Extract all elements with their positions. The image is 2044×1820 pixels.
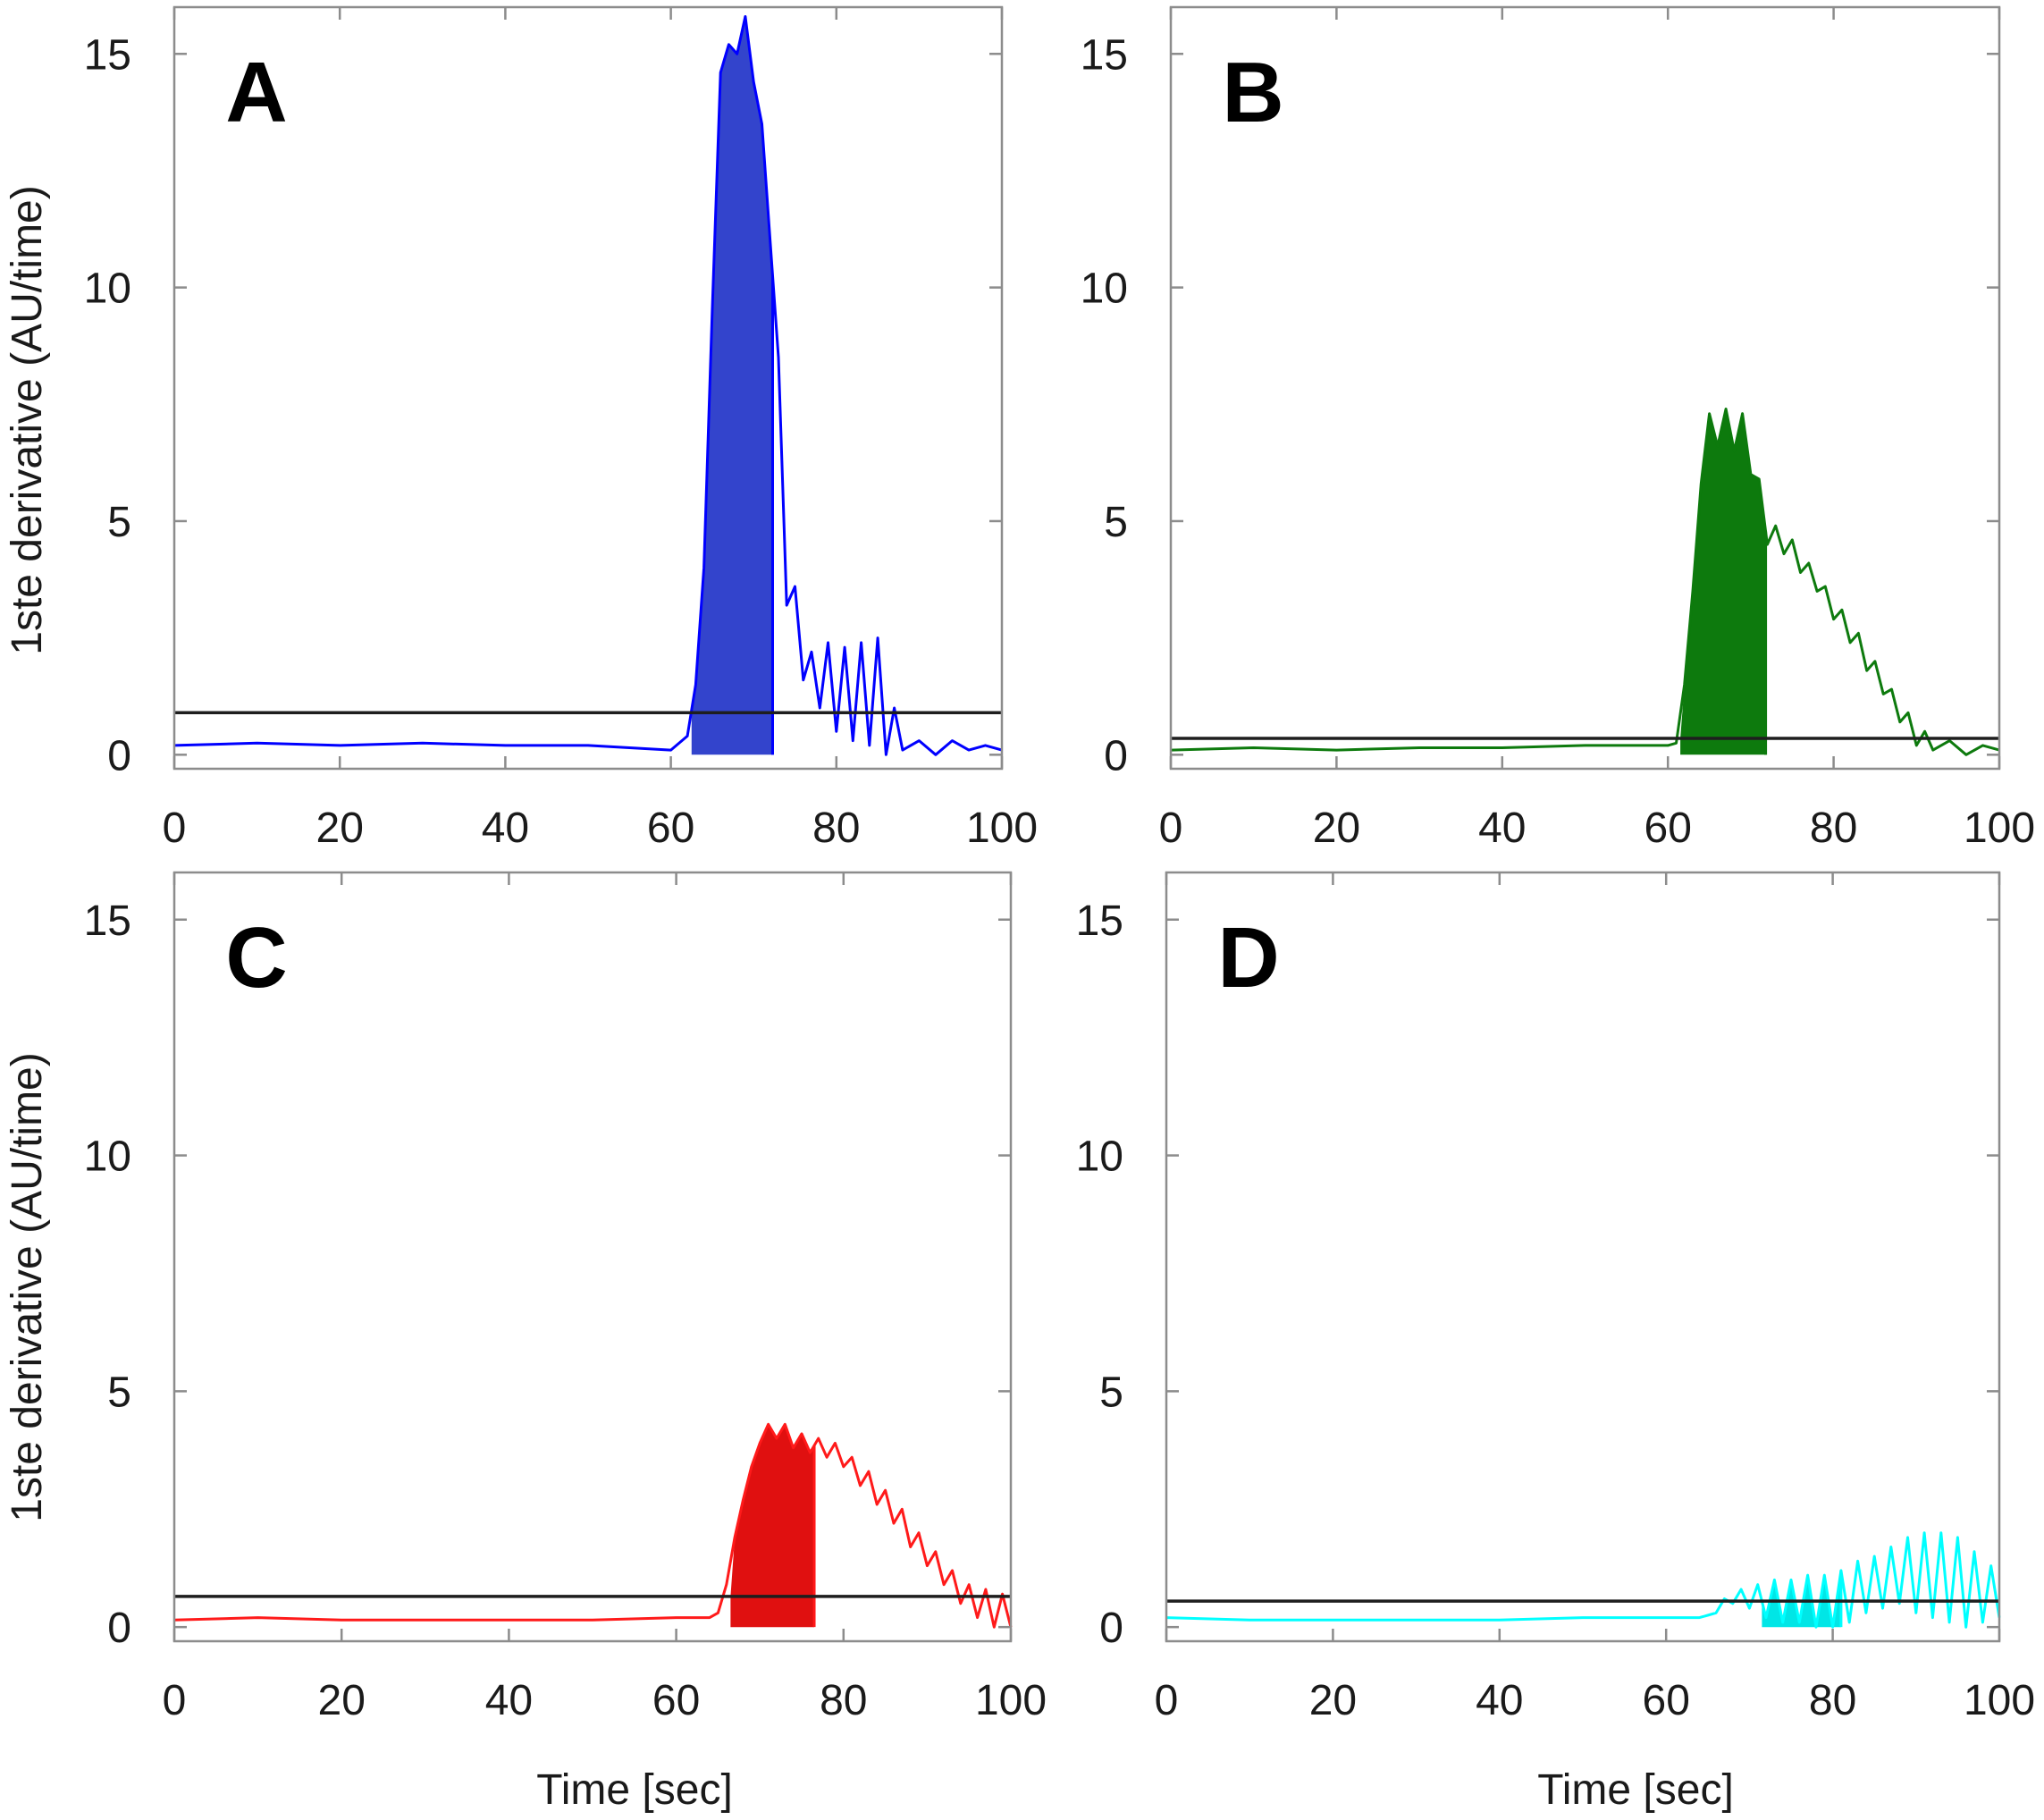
panel-a-x-tick-label: 60	[647, 805, 694, 852]
panel-a-y-tick-label: 0	[107, 732, 131, 779]
panel-c-x-tick-label: 80	[820, 1677, 867, 1724]
panel-b-x-tick-label: 20	[1313, 805, 1360, 852]
panel-d-x-tick-label: 100	[1964, 1677, 2035, 1724]
panel-d-series-line	[1165, 1531, 2001, 1629]
panel-d-y-tick-label: 5	[1099, 1369, 1123, 1416]
panel-b-y-tick-label: 15	[1081, 31, 1128, 79]
panel-a-x-tick-label: 0	[163, 805, 187, 852]
shared-x-axis-label-right: Time [sec]	[1537, 1766, 1734, 1814]
shared-y-axis-label-bottom: 1ste derivative (AU/time)	[4, 1052, 51, 1522]
panel-b-x-tick-label: 40	[1478, 805, 1526, 852]
shared-y-axis-label-top: 1ste derivative (AU/time)	[4, 185, 51, 655]
panel-d-x-tick-label: 40	[1476, 1677, 1523, 1724]
panel-c-y-tick-label: 10	[84, 1133, 131, 1181]
panel-a-x-tick-label: 100	[966, 805, 1038, 852]
panel-a-frame	[172, 5, 1004, 771]
panel-c-y-tick-label: 15	[84, 897, 131, 945]
panel-c-filled-region	[730, 1424, 814, 1628]
panel-c-y-tick-label: 0	[107, 1605, 131, 1652]
panel-c-x-tick-label: 100	[975, 1677, 1047, 1724]
panel-b-series-line	[1170, 408, 2000, 756]
panel-d: 0 20 40 60 80 100 0 5 10 15 D	[1076, 871, 2035, 1724]
panel-b-letter: B	[1222, 45, 1283, 140]
panel-a-y-tick-label: 10	[84, 265, 131, 313]
panel-c-series-line	[173, 1422, 1013, 1629]
panel-c-x-tick-label: 40	[485, 1677, 533, 1724]
shared-x-axis-label-left: Time [sec]	[536, 1766, 733, 1814]
panel-d-filled-region	[1762, 1570, 1841, 1628]
panel-d-frame	[1165, 871, 2001, 1643]
panel-b-y-tick-label: 0	[1104, 732, 1128, 779]
panel-c-x-tick-label: 60	[652, 1677, 700, 1724]
panel-a-filled-region	[691, 16, 773, 755]
panel-d-y-tick-label: 10	[1076, 1133, 1123, 1181]
panel-c: 0 20 40 60 80 100 0 5 10 15 C	[84, 871, 1047, 1724]
panel-a-x-tick-label: 40	[482, 805, 529, 852]
panel-d-letter: D	[1217, 910, 1279, 1006]
panel-a-y-tick-label: 15	[84, 31, 131, 79]
panel-c-frame	[172, 871, 1013, 1643]
panel-c-x-tick-label: 0	[163, 1677, 187, 1724]
panel-a-y-tick-label: 5	[107, 499, 131, 546]
panel-d-x-tick-label: 0	[1155, 1677, 1179, 1724]
panel-a-x-tick-label: 80	[812, 805, 860, 852]
panel-d-x-tick-label: 20	[1309, 1677, 1357, 1724]
panel-d-y-tick-label: 15	[1076, 897, 1123, 945]
panel-a-letter: A	[225, 45, 287, 140]
panel-d-x-tick-label: 60	[1643, 1677, 1690, 1724]
panel-b-frame	[1169, 5, 2001, 771]
panel-b-x-tick-label: 0	[1159, 805, 1183, 852]
panel-c-y-tick-label: 5	[107, 1369, 131, 1416]
panel-d-y-tick-label: 0	[1099, 1605, 1123, 1652]
panel-b: 0 20 40 60 80 100 0 5 10 15 B	[1081, 5, 2035, 852]
panel-a-series-line	[173, 15, 1003, 756]
panel-b-x-tick-label: 80	[1810, 805, 1857, 852]
panel-b-y-tick-label: 5	[1104, 499, 1128, 546]
panel-c-x-tick-label: 20	[318, 1677, 366, 1724]
panel-b-y-tick-label: 10	[1081, 265, 1128, 313]
panel-b-x-tick-label: 100	[1964, 805, 2035, 852]
panel-a-x-tick-label: 20	[316, 805, 364, 852]
panel-b-filled-region	[1680, 409, 1766, 755]
panel-b-x-tick-label: 60	[1644, 805, 1692, 852]
panel-d-x-tick-label: 80	[1809, 1677, 1856, 1724]
panel-c-letter: C	[225, 910, 287, 1006]
panel-a: 0 20 40 60 80 100 0 5 10 15 A	[84, 5, 1038, 852]
